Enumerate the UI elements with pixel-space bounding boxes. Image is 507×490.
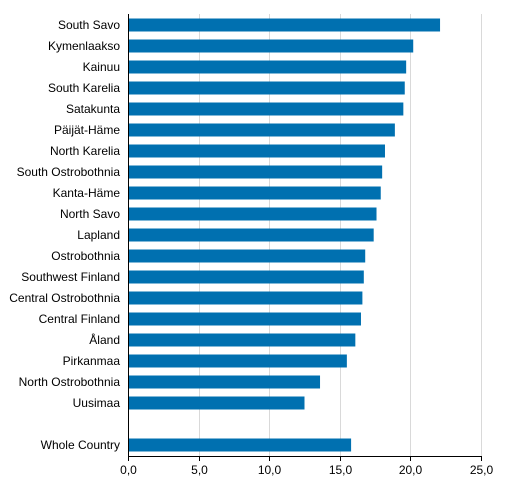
category-label: Uusimaa xyxy=(73,396,121,410)
bars-layer xyxy=(128,18,441,452)
bar xyxy=(128,270,364,284)
category-label: North Ostrobothnia xyxy=(19,375,121,389)
bar xyxy=(128,18,441,32)
category-label: Kymenlaakso xyxy=(48,39,120,53)
x-tick-label: 10,0 xyxy=(258,463,282,477)
category-label: Central Finland xyxy=(39,312,120,326)
bar xyxy=(128,438,352,452)
bar xyxy=(128,39,414,53)
bar xyxy=(128,165,383,179)
category-label: North Savo xyxy=(60,207,120,221)
bar xyxy=(128,60,407,74)
bar xyxy=(128,354,347,368)
bar xyxy=(128,396,305,410)
category-labels: South Savo Kymenlaakso Kainuu South Karelia… xyxy=(9,18,120,452)
x-tick-labels: 0,0 5,0 10,0 15,0 20,0 25,0 xyxy=(120,463,493,477)
category-label: Päijät-Häme xyxy=(54,123,120,137)
bar xyxy=(128,249,366,263)
bar xyxy=(128,123,395,137)
bar xyxy=(128,312,361,326)
category-label: Ostrobothnia xyxy=(51,249,120,263)
axis-layer xyxy=(128,14,482,461)
bar xyxy=(128,144,385,158)
category-label: Satakunta xyxy=(66,102,120,116)
category-label: Central Ostrobothnia xyxy=(9,291,120,305)
bar xyxy=(128,207,377,221)
bar xyxy=(128,186,381,200)
x-tick-label: 0,0 xyxy=(120,463,137,477)
category-label: Kanta-Häme xyxy=(53,186,121,200)
bar xyxy=(128,375,321,389)
bar xyxy=(128,228,374,242)
x-tick-label: 5,0 xyxy=(191,463,208,477)
category-label: South Savo xyxy=(58,18,120,32)
x-tick-label: 25,0 xyxy=(470,463,494,477)
category-label: Kainuu xyxy=(83,60,120,74)
x-tick-label: 15,0 xyxy=(329,463,353,477)
category-label: Lapland xyxy=(77,228,120,242)
category-label: Whole Country xyxy=(41,438,120,452)
x-tick-label: 20,0 xyxy=(399,463,423,477)
category-label: Southwest Finland xyxy=(21,270,120,284)
category-label: North Karelia xyxy=(50,144,120,158)
bar xyxy=(128,291,363,305)
bar xyxy=(128,102,404,116)
category-label: South Ostrobothnia xyxy=(17,165,121,179)
category-label: Åland xyxy=(89,332,120,347)
category-label: South Karelia xyxy=(48,81,120,95)
bar xyxy=(128,81,405,95)
category-label: Pirkanmaa xyxy=(63,354,121,368)
bar xyxy=(128,333,356,347)
